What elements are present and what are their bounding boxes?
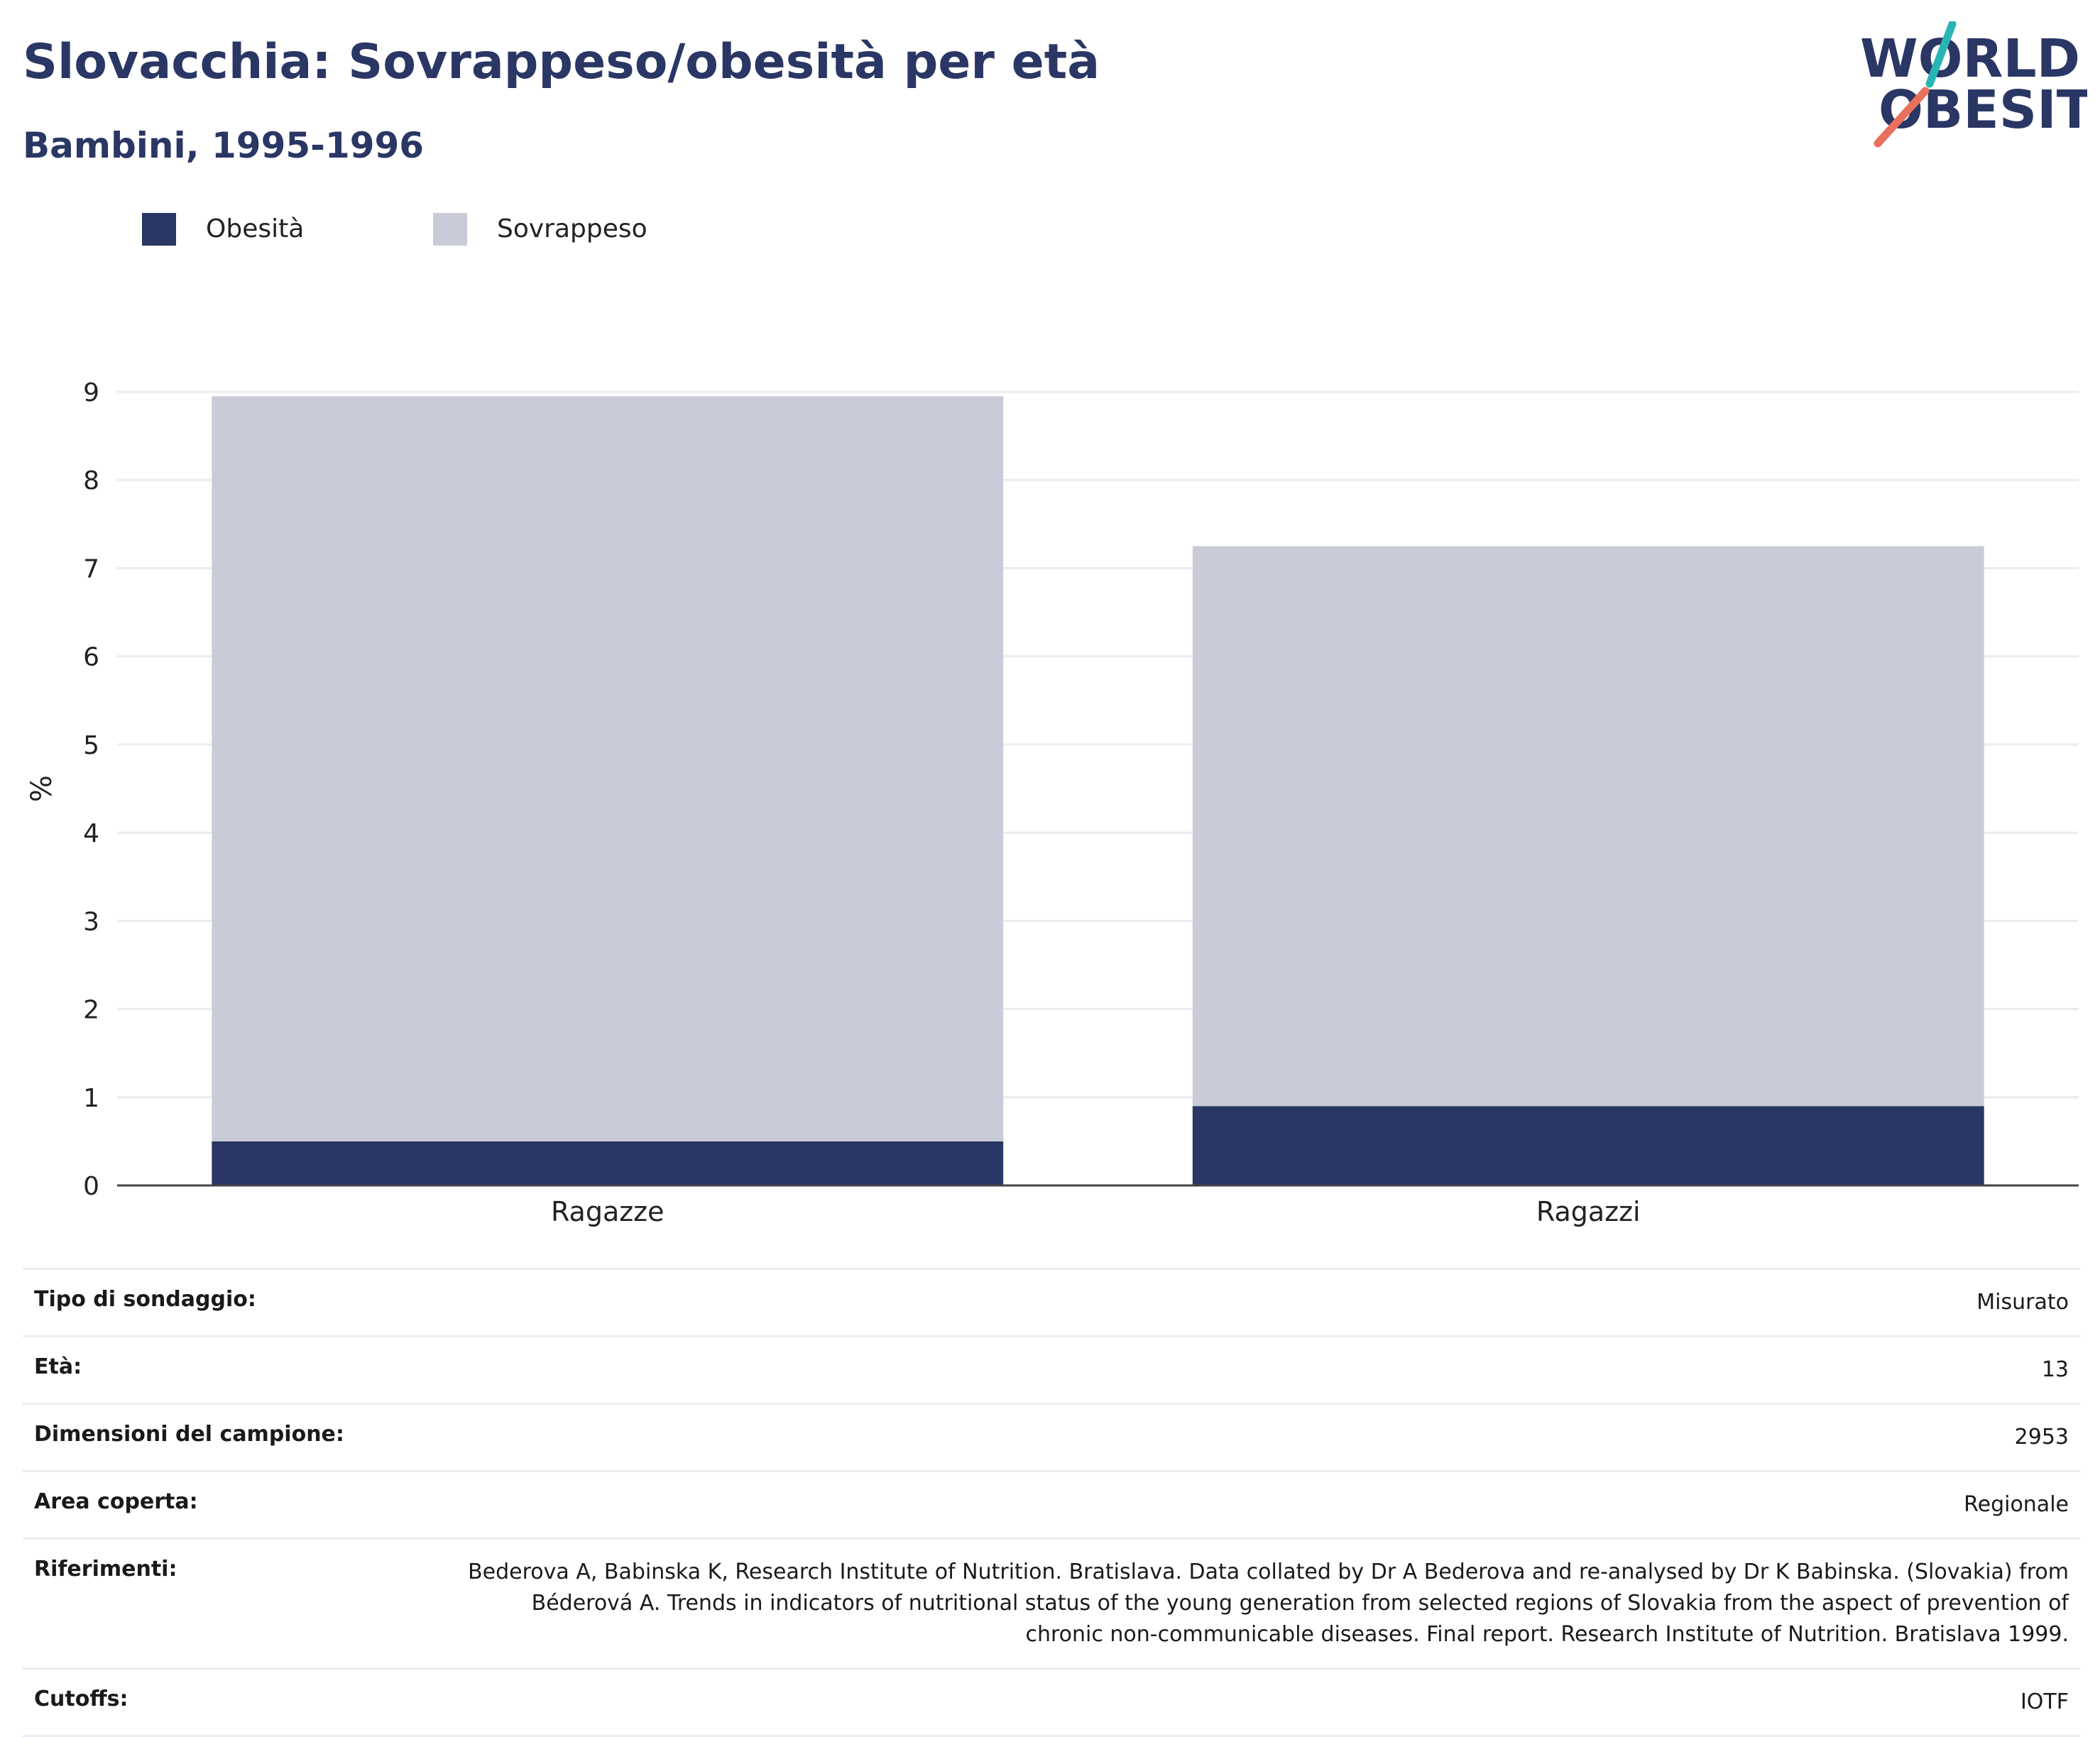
info-row-area: Area coperta: Regionale xyxy=(23,1470,2080,1539)
legend-swatch-obesity xyxy=(142,213,176,246)
bar-overweight xyxy=(1192,546,1984,1107)
chart-area: 0 1 2 3 4 5 6 7 8 9% Ragazze Ragazzi xyxy=(0,355,2100,1252)
x-tick-label: Ragazzi xyxy=(1536,1196,1641,1227)
info-key: Dimensioni del campione: xyxy=(23,1403,443,1472)
logo-slash-coral xyxy=(1874,87,1930,148)
chart-title: Slovacchia: Sovrappeso/obesità per età xyxy=(23,34,1100,90)
info-key: Tipo di sondaggio: xyxy=(23,1268,443,1337)
info-value: Misurato xyxy=(443,1268,2080,1337)
info-value: 13 xyxy=(443,1335,2080,1404)
y-tick-label: 2 xyxy=(83,996,99,1025)
info-key: Area coperta: xyxy=(23,1470,443,1539)
y-tick-label: 8 xyxy=(83,466,99,495)
info-value: IOTF xyxy=(443,1667,2080,1737)
y-tick-label: 6 xyxy=(83,643,99,672)
y-tick-label: 7 xyxy=(83,554,99,583)
info-value: 2953 xyxy=(443,1403,2080,1472)
info-value: Regionale xyxy=(443,1470,2080,1539)
logo-text-world: WORLD xyxy=(1860,28,2080,89)
info-row-cutoffs: Cutoffs: IOTF xyxy=(23,1667,2080,1737)
info-value: Bederova A, Babinska K, Research Institu… xyxy=(443,1538,2080,1669)
y-axis-label: % xyxy=(26,775,58,802)
y-tick-label: 1 xyxy=(83,1084,99,1113)
info-row-sample-size: Dimensioni del campione: 2953 xyxy=(23,1403,2080,1472)
bar-overweight xyxy=(212,396,1004,1141)
survey-info-table: Tipo di sondaggio: Misurato Età: 13 Dime… xyxy=(23,1268,2080,1737)
chart-subtitle: Bambini, 1995-1996 xyxy=(23,125,425,166)
world-obesity-logo: WORLD OBESITY xyxy=(1860,21,2087,148)
info-row-survey-type: Tipo di sondaggio: Misurato xyxy=(23,1268,2080,1337)
chart-svg: 0 1 2 3 4 5 6 7 8 9% Ragazze Ragazzi xyxy=(26,378,2079,1227)
info-key: Riferimenti: xyxy=(23,1538,443,1669)
legend-label-overweight: Sovrappeso xyxy=(497,214,647,243)
y-tick-label: 3 xyxy=(83,907,99,936)
legend-label-obesity: Obesità xyxy=(206,214,305,243)
y-tick-label: 5 xyxy=(83,731,99,760)
y-tick-label: 9 xyxy=(83,378,99,407)
info-key: Età: xyxy=(23,1335,443,1404)
legend-swatch-overweight xyxy=(433,213,467,246)
info-row-age: Età: 13 xyxy=(23,1335,2080,1404)
logo-text-obesity: OBESITY xyxy=(1878,80,2087,141)
y-tick-label: 0 xyxy=(83,1172,99,1201)
info-row-references: Riferimenti: Bederova A, Babinska K, Res… xyxy=(23,1538,2080,1669)
info-key: Cutoffs: xyxy=(23,1667,443,1737)
bar-obesity xyxy=(1192,1106,1984,1185)
bar-obesity xyxy=(212,1141,1004,1185)
x-tick-label: Ragazze xyxy=(551,1196,665,1227)
y-tick-label: 4 xyxy=(83,819,99,848)
logo-slash-teal xyxy=(1925,21,1957,88)
